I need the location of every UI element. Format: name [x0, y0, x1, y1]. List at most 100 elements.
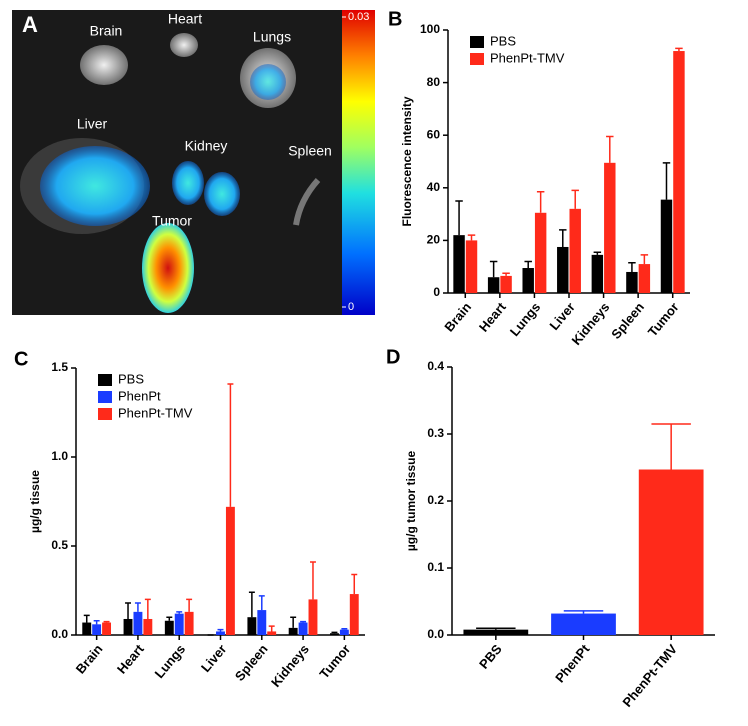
bar [453, 235, 465, 293]
y-tick-label: 0.3 [427, 426, 444, 440]
x-tick-label: Liver [198, 641, 229, 674]
error-bar [300, 620, 307, 623]
bar [626, 271, 638, 293]
x-tick-label: Tumor [316, 641, 353, 681]
y-tick-label: 80 [427, 75, 441, 89]
error-bar [559, 229, 567, 247]
legend-swatch [98, 391, 112, 403]
y-tick-label: 0.0 [427, 627, 444, 641]
bar [82, 622, 92, 635]
bar [225, 506, 235, 635]
legend-label: PhenPt [118, 388, 161, 403]
colorbar-tick-label: 0 [348, 301, 354, 313]
error-bar [176, 611, 183, 614]
brain-image [80, 45, 128, 85]
x-tick-label: Lungs [507, 299, 544, 339]
x-tick-label: Brain [441, 299, 474, 334]
kidney-signal [204, 172, 240, 216]
error-bar [310, 561, 316, 600]
x-tick-label: PhenPt [552, 641, 593, 685]
x-tick-label: Kidneys [569, 299, 613, 347]
error-bar [467, 234, 476, 241]
y-axis-label: µg/g tumor tissue [404, 451, 418, 552]
bar [92, 624, 102, 635]
y-tick-label: 0 [433, 285, 440, 299]
error-bar [476, 627, 516, 630]
error-bar [455, 200, 463, 236]
y-axis-label: Fluorescence intensity [400, 96, 414, 226]
bar [133, 611, 143, 635]
error-bar [331, 631, 338, 634]
error-bar [606, 135, 614, 163]
x-tick-label: Lungs [152, 641, 189, 681]
organ-label: Spleen [288, 143, 332, 159]
legend-label: PBS [118, 371, 144, 386]
legend-swatch [98, 374, 112, 386]
bar [522, 268, 534, 293]
kidney-signal [172, 161, 204, 205]
error-bar [662, 162, 671, 200]
error-bar [248, 591, 255, 618]
y-tick-label: 100 [420, 22, 440, 36]
error-bar [675, 47, 683, 52]
y-tick-label: 0.2 [427, 493, 444, 507]
error-bar [166, 616, 173, 621]
tumor-signal [142, 223, 194, 313]
error-bar [144, 598, 151, 619]
y-tick-label: 0.4 [427, 359, 444, 373]
x-tick-label: PBS [476, 641, 505, 671]
heart-image [170, 33, 198, 57]
bar [604, 162, 616, 293]
bar [164, 620, 174, 635]
y-tick-label: 0.5 [51, 538, 68, 552]
bar [102, 622, 112, 635]
error-bar [186, 598, 193, 612]
error-bar [258, 595, 265, 611]
bar [660, 199, 673, 293]
bar [288, 627, 298, 635]
bar [551, 613, 616, 635]
bar [534, 212, 547, 293]
y-axis-label: µg/g tissue [28, 470, 42, 533]
bar [174, 613, 184, 635]
error-bar [125, 602, 131, 619]
y-tick-label: 0.0 [51, 627, 68, 641]
bar [500, 275, 512, 293]
bar [257, 610, 267, 635]
error-bar [268, 625, 275, 632]
error-bar [593, 251, 602, 255]
x-tick-label: Heart [476, 299, 509, 335]
x-tick-label: PhenPt-TMV [619, 641, 680, 710]
error-bar [651, 423, 691, 470]
y-tick-label: 1.0 [51, 449, 68, 463]
error-bar [341, 628, 348, 630]
x-tick-label: Heart [114, 641, 147, 677]
error-bar [502, 272, 510, 276]
chart: Dµg/g tumor tissue 0.0 0.1 0.2 0.3 0.4 PBS Phen… [386, 346, 715, 710]
error-bar [93, 620, 100, 625]
bar [329, 633, 339, 635]
bar [557, 246, 569, 293]
panel-label: C [14, 348, 28, 370]
bar [143, 618, 153, 635]
x-tick-label: Kidneys [268, 641, 312, 689]
x-tick-label: Spleen [232, 641, 271, 683]
error-bar [628, 262, 636, 272]
bar [465, 240, 478, 293]
legend-label: PhenPt-TMV [490, 50, 565, 65]
bar [298, 622, 308, 635]
error-bar [103, 620, 110, 623]
bar [638, 469, 704, 635]
panel-a: A Brain Heart Lungs Liver Kidney Spleen … [12, 10, 375, 315]
error-bar [351, 573, 358, 595]
error-bar [640, 254, 649, 265]
bar [216, 631, 225, 635]
x-tick-label: Brain [73, 641, 106, 676]
chart: B Fluorescence intensity 0 20 40 60 80 100 Brain… [388, 8, 690, 348]
y-tick-label: 40 [427, 180, 441, 194]
panel-label: B [388, 8, 402, 30]
organ-label: Brain [90, 23, 123, 39]
legend-label: PhenPt-TMV [118, 405, 193, 420]
bar [569, 208, 581, 293]
